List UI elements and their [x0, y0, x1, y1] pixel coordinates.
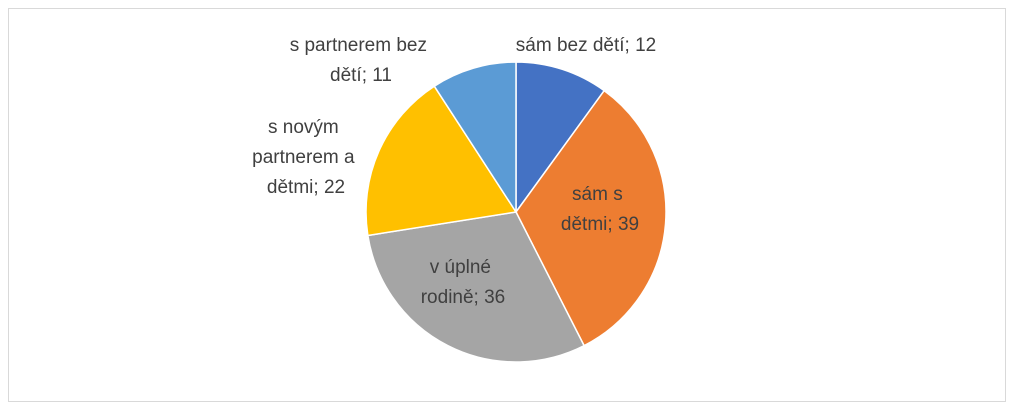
data-label-line: dětmi; 22	[267, 177, 345, 198]
data-label: s novým partnerem a dětmi; 22	[252, 117, 360, 198]
data-label: v úplné rodině; 36	[421, 257, 506, 308]
data-label-line: dětmi; 39	[561, 214, 639, 235]
data-label: sám s dětmi; 39	[561, 184, 639, 235]
pie-slice	[515, 61, 606, 215]
data-label-line: rodině; 36	[421, 287, 506, 308]
data-label-line: dětí; 11	[330, 65, 392, 86]
data-label: sám bez dětí; 12	[516, 35, 656, 56]
data-label-line: s novým	[268, 117, 344, 138]
pie-slice	[433, 61, 517, 215]
data-label-line: v úplné	[430, 257, 497, 278]
data-label-line: s partnerem bez	[290, 35, 433, 56]
pie-slice	[515, 89, 667, 347]
data-label-line: sám s	[572, 184, 628, 205]
data-label-line: sám bez dětí; 12	[516, 35, 656, 56]
pie-slice	[366, 211, 586, 363]
pie-slice	[365, 85, 518, 237]
data-label-line: partnerem a	[252, 147, 360, 168]
data-label: s partnerem bez dětí; 11	[290, 35, 433, 86]
